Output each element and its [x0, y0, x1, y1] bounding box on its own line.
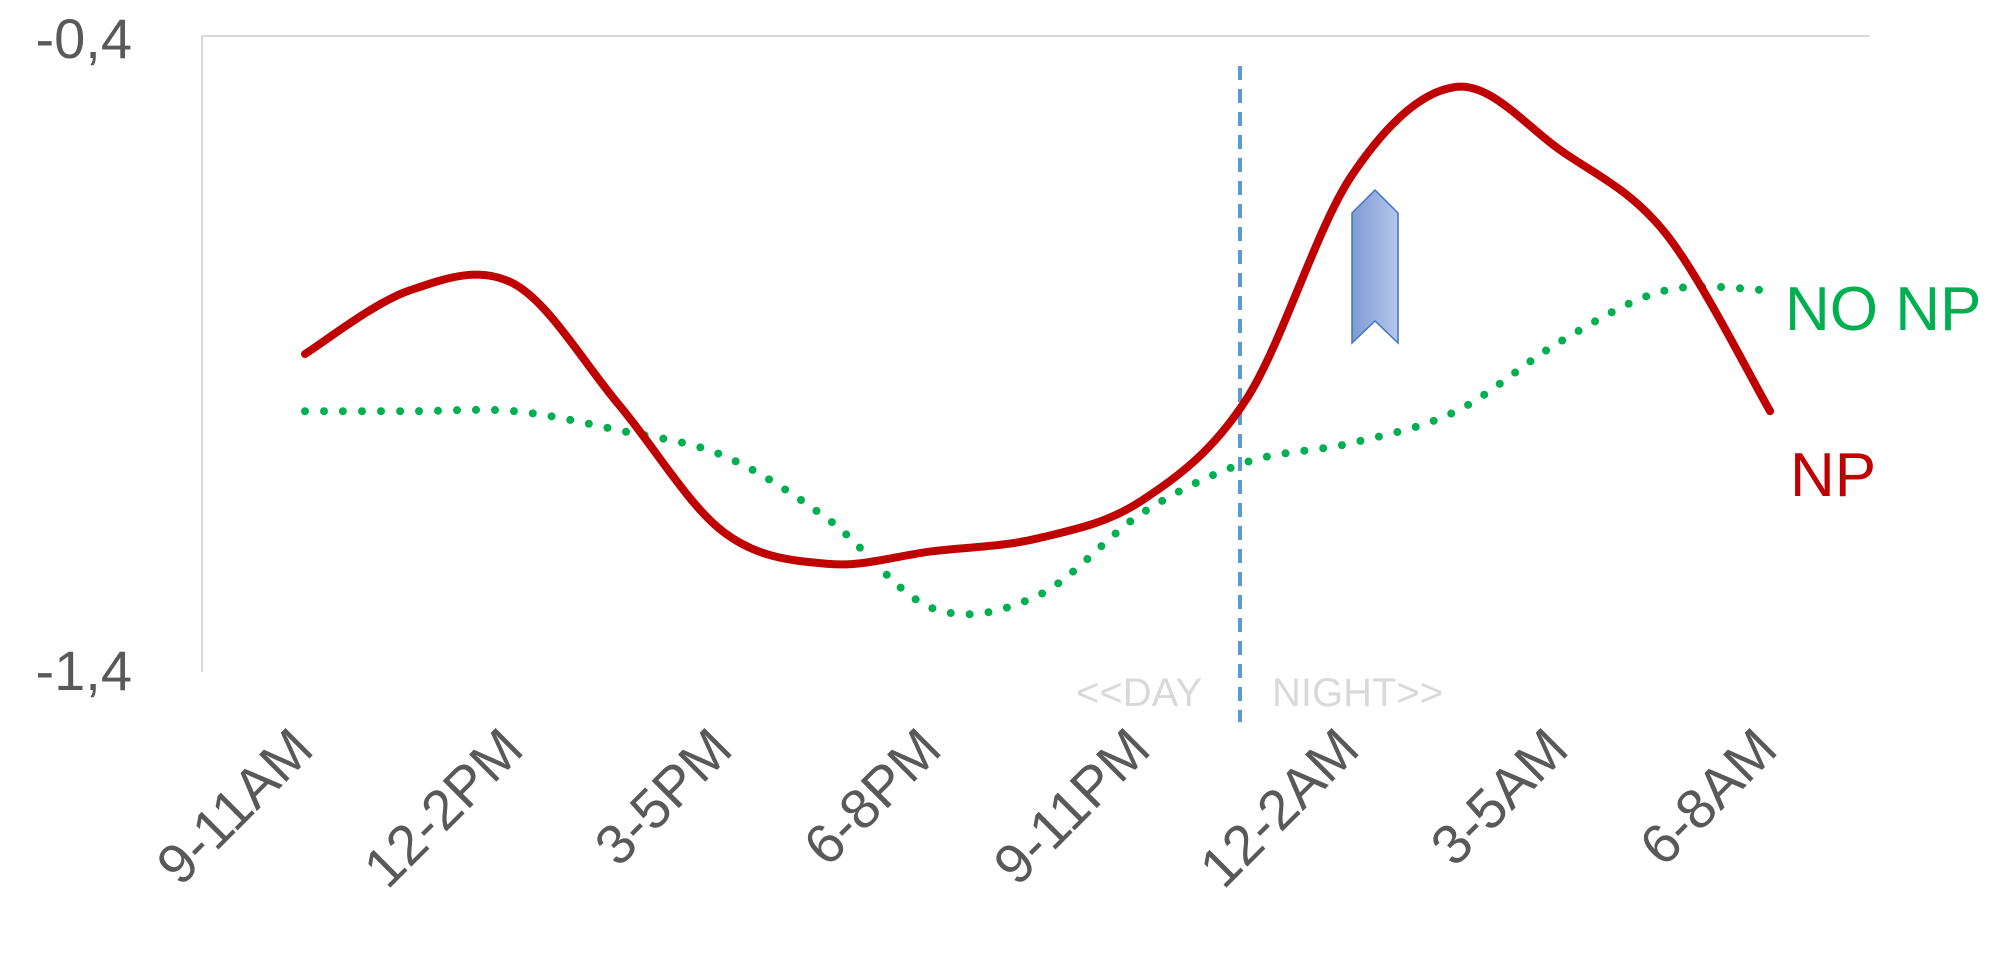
series-label-np: NP — [1790, 441, 1876, 510]
x-tick-label: 12-2AM — [1187, 716, 1370, 899]
x-tick-label: 6-8PM — [791, 716, 952, 877]
y-tick-label-top: -0,4 — [36, 7, 133, 70]
x-tick-label: 6-8AM — [1627, 716, 1788, 877]
x-tick-label: 3-5AM — [1418, 716, 1579, 877]
up-arrow-icon — [1351, 188, 1399, 345]
series-line-no-np — [301, 282, 1775, 619]
night-label: NIGHT>> — [1272, 671, 1443, 715]
x-tick-label: 12-2PM — [351, 716, 534, 899]
series-line-np — [301, 82, 1775, 569]
series-label-no-np: NO NP — [1785, 275, 1981, 344]
y-tick-label-bottom: -1,4 — [36, 639, 133, 702]
x-axis-labels: 9-11AM 12-2PM 3-5PM 6-8PM 9-11PM 12-2AM … — [144, 716, 1788, 899]
day-label: <<DAY — [1076, 671, 1202, 715]
x-tick-label: 9-11PM — [981, 716, 1161, 896]
x-tick-label: 9-11AM — [144, 716, 324, 896]
x-tick-label: 3-5PM — [582, 716, 743, 877]
